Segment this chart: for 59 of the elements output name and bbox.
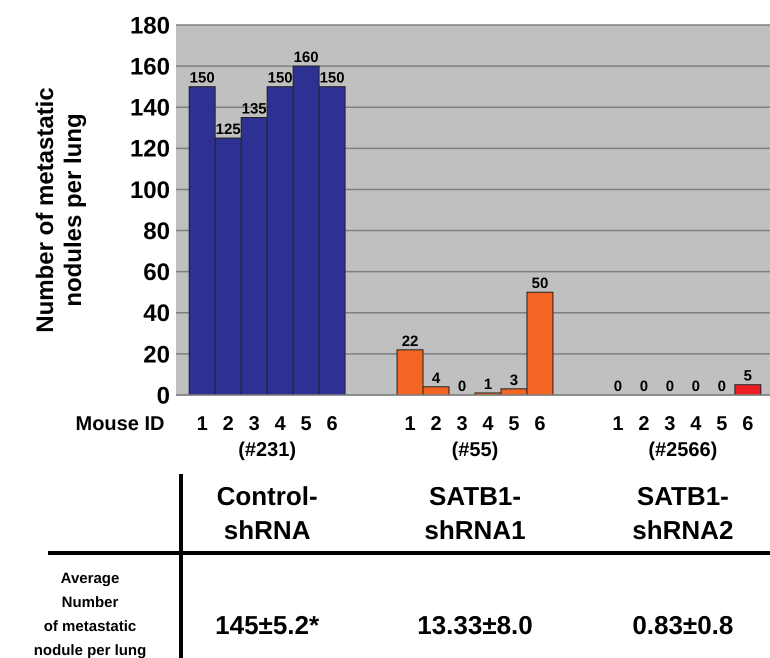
bar <box>734 384 762 396</box>
x-tick-label: 1 <box>196 413 208 435</box>
text: Control-shRNA <box>216 481 318 545</box>
x-tick-label: 1 <box>404 413 416 435</box>
x-tick-label: 3 <box>456 413 468 435</box>
data-label: 0 <box>666 378 674 395</box>
data-label: 135 <box>242 100 267 118</box>
text: Average Number of metastatic nodule per lung <box>34 570 146 658</box>
y-tick-label: 60 <box>143 259 170 286</box>
y-tick-label: 120 <box>130 136 170 163</box>
y-tick-label: 80 <box>143 218 170 245</box>
x-tick-label: 6 <box>742 413 754 435</box>
data-label: 50 <box>532 275 548 292</box>
data-label: 0 <box>692 378 700 395</box>
data-label: 150 <box>320 70 345 87</box>
x-tick-label: 1 <box>612 413 624 435</box>
y-tick-label: 180 <box>130 12 170 40</box>
text: (#231) <box>238 439 296 461</box>
text: SATB1-shRNA2 <box>632 481 734 545</box>
data-label: 160 <box>294 49 319 66</box>
x-tick-label: 6 <box>534 413 546 435</box>
data-label: 5 <box>744 368 752 385</box>
y-axis-title: Number of metastatic nodules per lung <box>32 87 87 333</box>
data-label: 0 <box>614 378 622 395</box>
x-tick-label: 2 <box>222 413 234 435</box>
x-tick-label: 4 <box>482 413 494 435</box>
data-label: 22 <box>402 332 418 350</box>
text: (#55) <box>452 439 498 461</box>
data-label: 125 <box>216 121 241 138</box>
data-label: 0 <box>640 378 648 395</box>
x-tick-label: 5 <box>300 413 312 435</box>
text: 13.33±8.0 <box>417 610 533 640</box>
data-label: 1 <box>484 376 492 393</box>
y-tick-label: 0 <box>156 382 170 410</box>
y-tick-label: 100 <box>130 176 170 204</box>
data-label: 0 <box>458 378 466 395</box>
text: 0.83±0.8 <box>632 610 734 640</box>
text: Mouse ID <box>76 413 164 435</box>
y-tick-label: 20 <box>143 341 170 368</box>
x-tick-label: 3 <box>248 413 260 435</box>
x-tick-label: 6 <box>326 413 338 435</box>
data-label: 4 <box>432 370 441 387</box>
y-tick-label: 160 <box>130 54 170 81</box>
y-tick-label: 40 <box>143 300 170 328</box>
x-tick-label: 4 <box>690 413 702 435</box>
data-label: 3 <box>510 372 518 389</box>
y-tick-label: 140 <box>130 94 170 122</box>
data-label: 0 <box>718 378 726 395</box>
x-tick-label: 5 <box>508 413 520 435</box>
data-label: 150 <box>190 70 215 87</box>
x-tick-label: 3 <box>664 413 676 435</box>
text: SATB1-shRNA1 <box>424 481 526 545</box>
text: (#2566) <box>648 439 718 461</box>
x-tick-label: 2 <box>430 413 442 435</box>
x-tick-label: 4 <box>274 413 287 435</box>
text: 145±5.2* <box>215 610 320 640</box>
x-tick-label: 5 <box>716 413 728 435</box>
x-tick-label: 2 <box>638 413 650 435</box>
data-label: 150 <box>268 70 293 87</box>
